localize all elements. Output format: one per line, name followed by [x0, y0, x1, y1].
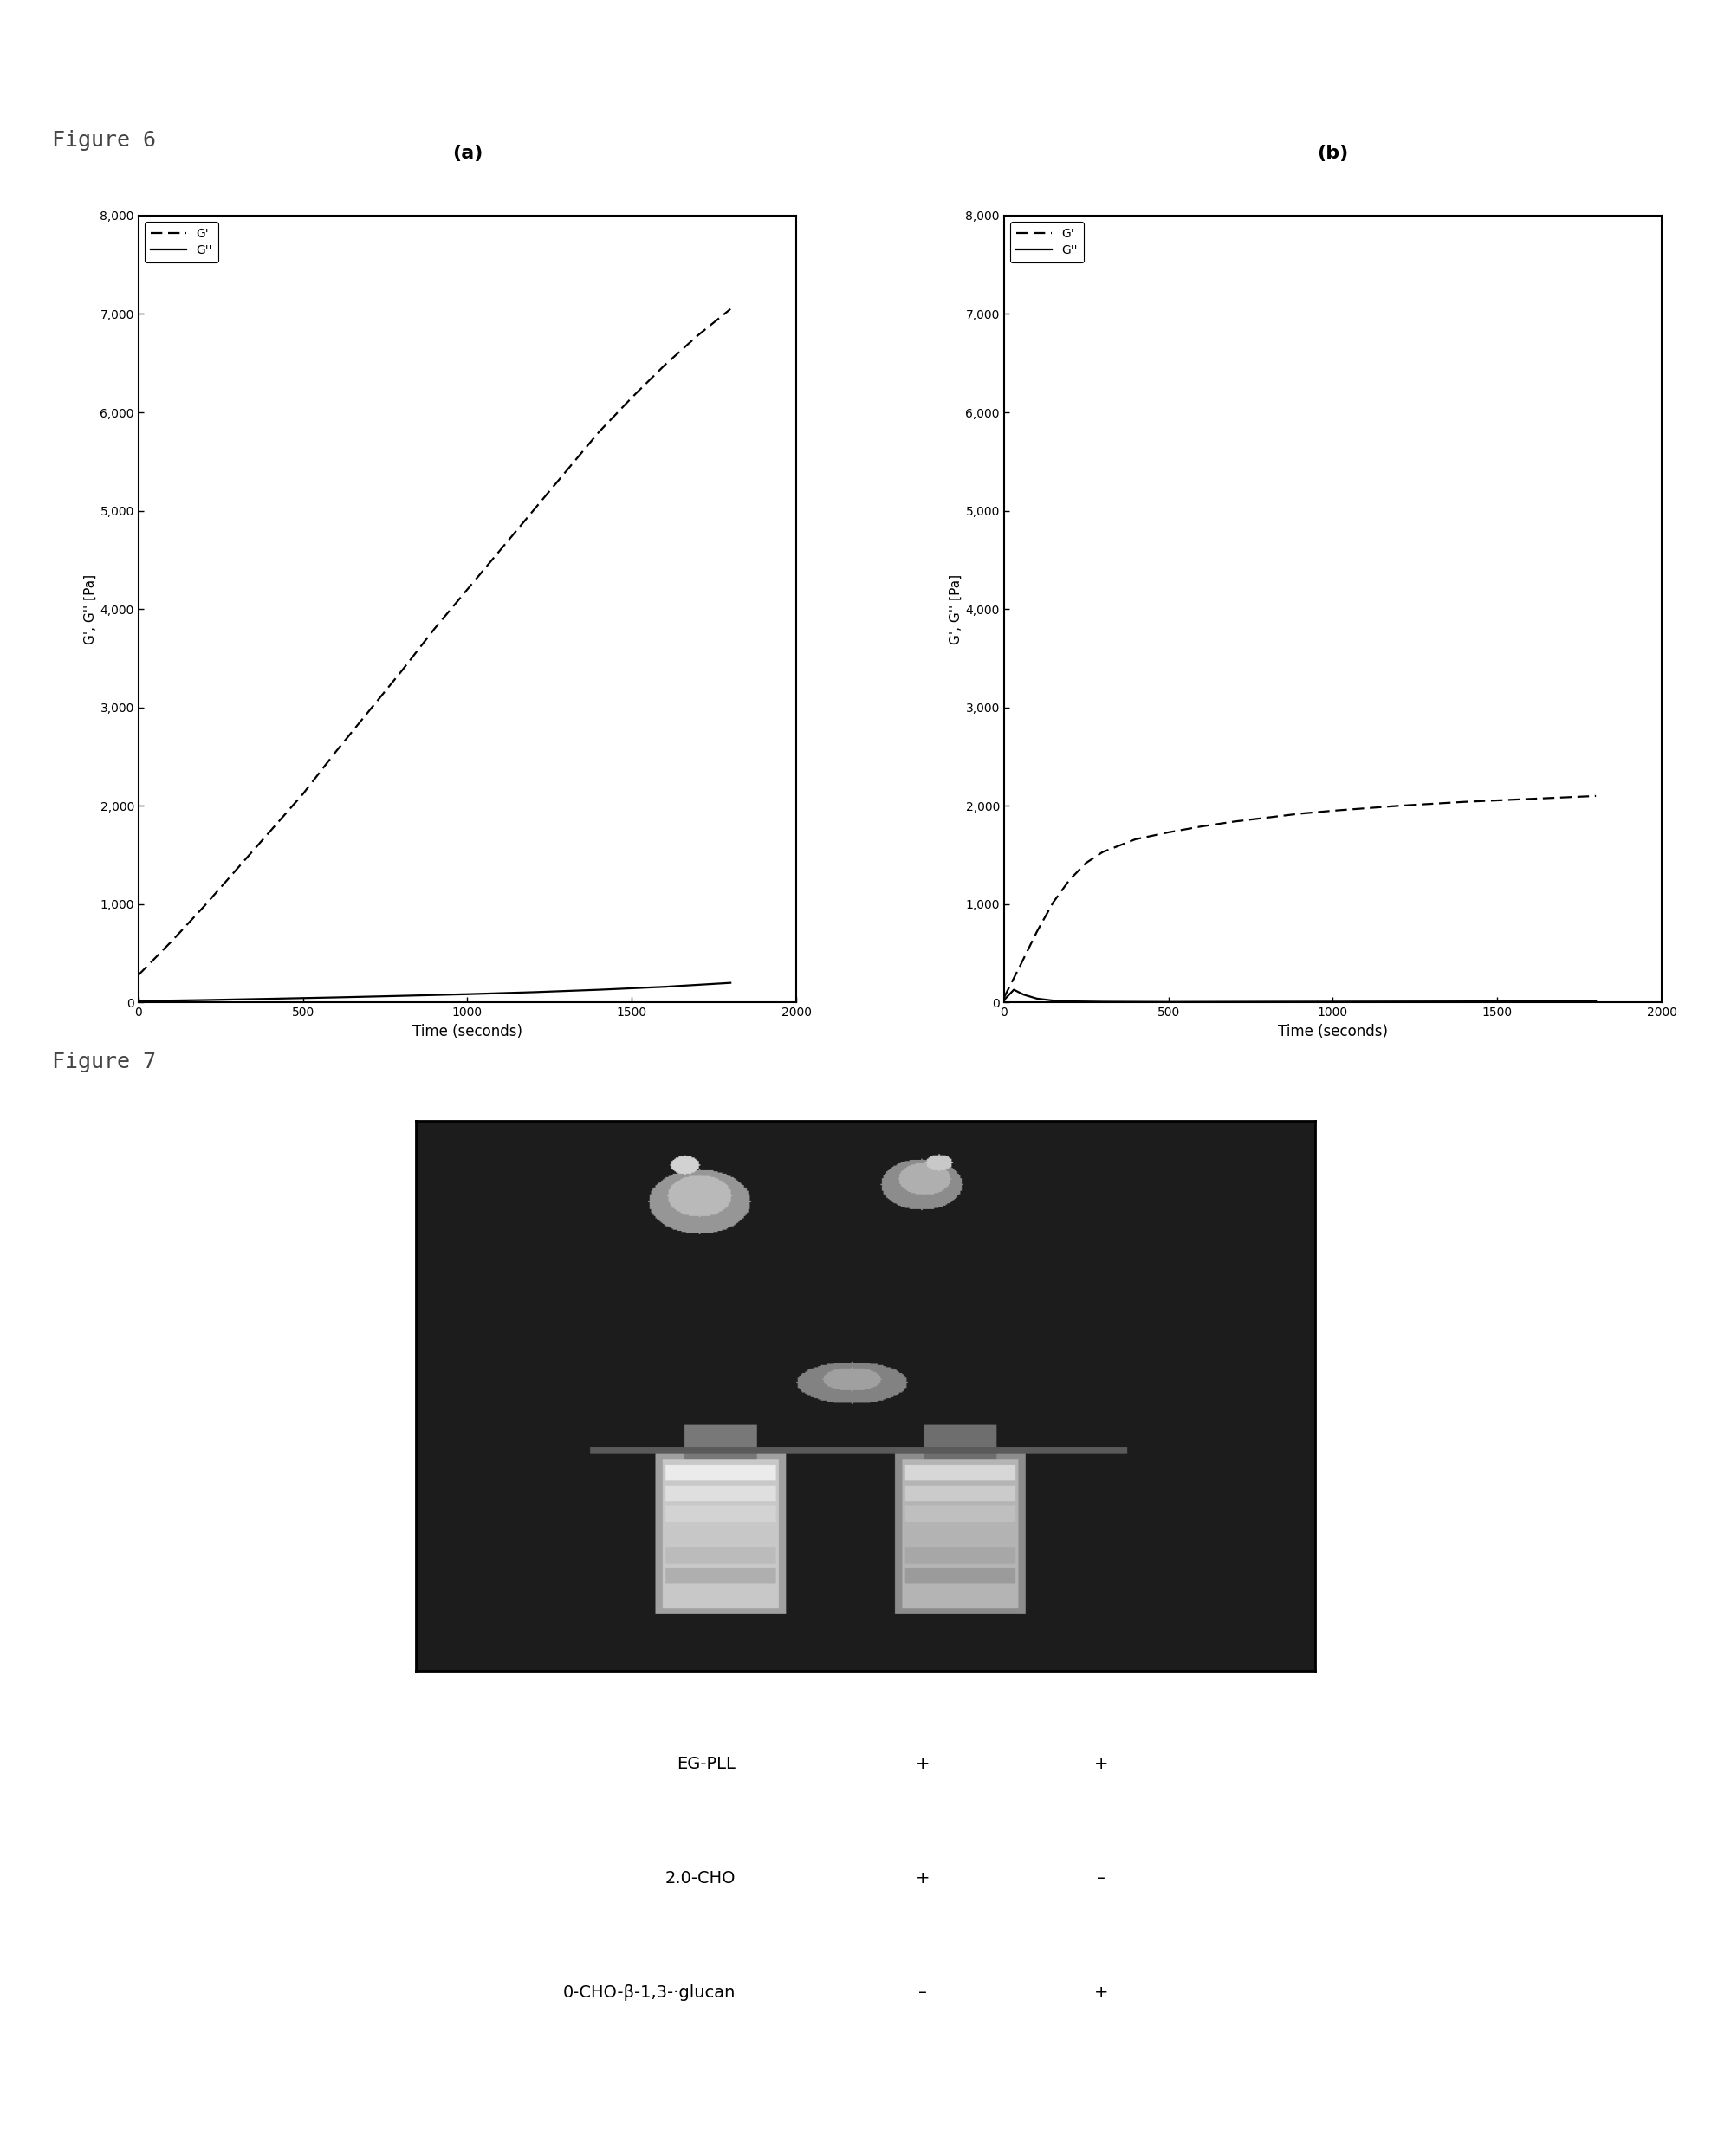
Text: –: –: [917, 1986, 926, 2001]
G': [1158, 819, 1179, 845]
Text: EG-PLL: EG-PLL: [677, 1755, 736, 1772]
G'': [1059, 987, 1080, 1013]
Legend: G', G'': G', G'': [144, 222, 218, 263]
Text: 0-CHO-β-1,3-·glucan: 0-CHO-β-1,3-·glucan: [563, 1986, 736, 2001]
Line: G': G': [138, 308, 730, 975]
G'': [1013, 981, 1033, 1007]
X-axis label: Time (seconds): Time (seconds): [1277, 1024, 1388, 1039]
Line: G'': G'': [138, 983, 730, 1000]
X-axis label: Time (seconds): Time (seconds): [412, 1024, 523, 1039]
Y-axis label: G', G'' [Pa]: G', G'' [Pa]: [949, 573, 962, 645]
Text: Figure 6: Figure 6: [52, 129, 156, 151]
Text: +: +: [1094, 1755, 1108, 1772]
G'': [1158, 990, 1179, 1015]
G'': [994, 987, 1014, 1013]
G': [1011, 953, 1032, 979]
G'': [325, 985, 346, 1011]
G': [490, 537, 511, 563]
G'': [1004, 977, 1025, 1003]
G': [161, 929, 182, 955]
Line: G'': G'': [1004, 990, 1596, 1003]
Legend: G', G'': G', G'': [1009, 222, 1084, 263]
G': [1520, 787, 1541, 813]
Text: (a): (a): [452, 144, 483, 162]
G'': [391, 983, 412, 1009]
G'': [457, 981, 478, 1007]
G'': [654, 975, 675, 1000]
G'': [1042, 987, 1063, 1013]
Text: Figure 7: Figure 7: [52, 1052, 156, 1072]
G': [128, 962, 149, 987]
G': [1125, 826, 1146, 852]
Text: 2.0-CHO: 2.0-CHO: [665, 1869, 736, 1886]
G': [589, 418, 609, 444]
G': [1077, 849, 1097, 875]
Text: +: +: [916, 1755, 930, 1772]
G'': [1092, 990, 1113, 1015]
G': [720, 295, 741, 321]
G': [260, 819, 280, 845]
G'': [1026, 985, 1047, 1011]
G'': [1257, 990, 1277, 1015]
G': [293, 780, 313, 806]
G': [1388, 793, 1409, 819]
G': [1586, 783, 1606, 808]
G': [556, 459, 576, 485]
G': [358, 699, 379, 724]
Text: –: –: [1097, 1869, 1106, 1886]
G'': [523, 979, 544, 1005]
G': [1092, 839, 1113, 865]
G': [1257, 804, 1277, 830]
G': [391, 658, 412, 683]
G': [1059, 867, 1080, 893]
G'': [260, 985, 280, 1011]
Line: G': G': [1004, 796, 1596, 998]
G'': [128, 987, 149, 1013]
G': [654, 351, 675, 377]
G'': [194, 987, 215, 1013]
G': [194, 893, 215, 918]
G': [1042, 888, 1063, 914]
G': [325, 740, 346, 765]
G'': [1586, 987, 1606, 1013]
G': [1224, 808, 1245, 834]
G': [1454, 789, 1475, 815]
Text: +: +: [1094, 1986, 1108, 2001]
G': [523, 498, 544, 524]
G': [621, 384, 642, 410]
G': [687, 323, 708, 349]
G'': [720, 970, 741, 996]
G': [457, 576, 478, 602]
G': [227, 856, 248, 882]
Text: (b): (b): [1317, 144, 1348, 162]
G': [1322, 798, 1343, 824]
G'': [589, 977, 609, 1003]
Text: +: +: [916, 1869, 930, 1886]
G'': [1388, 990, 1409, 1015]
G': [1026, 918, 1047, 944]
G': [1290, 800, 1310, 826]
G': [1191, 813, 1212, 839]
G': [994, 985, 1014, 1011]
G'': [1520, 987, 1541, 1013]
Y-axis label: G', G'' [Pa]: G', G'' [Pa]: [83, 573, 97, 645]
G': [424, 617, 445, 642]
